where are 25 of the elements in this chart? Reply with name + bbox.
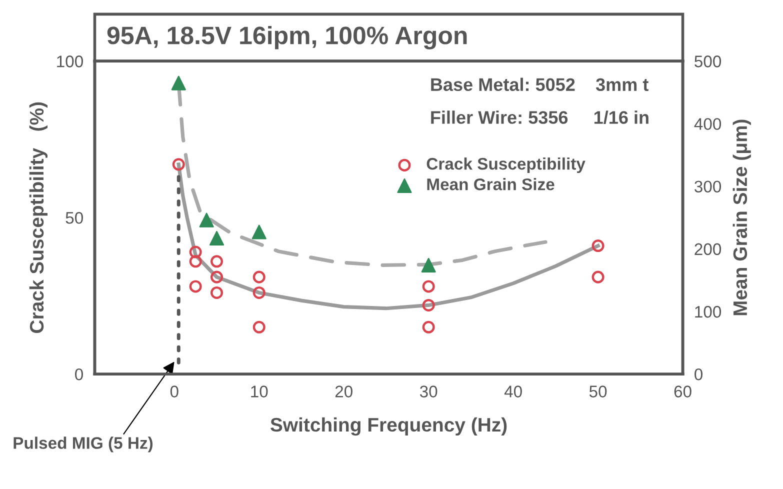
legend-label: Mean Grain Size xyxy=(427,178,554,190)
annotation: Base Metal: 5052 3mm t xyxy=(431,78,648,92)
annotation: Pulsed MIG (5 Hz) xyxy=(14,436,153,452)
x-axis-title: Switching Frequency (Hz) xyxy=(270,417,507,436)
x-tick-label: 40 xyxy=(504,386,522,398)
y-tick-label: 100 xyxy=(57,56,83,68)
y-axis-title: Crack Susceptibility (%) xyxy=(29,102,48,333)
x-tick-label: 30 xyxy=(420,386,438,398)
y2-axis-title: Mean Grain Size (μm) xyxy=(732,120,751,316)
y2-tick-label: 400 xyxy=(694,118,722,130)
x-tick-label: 10 xyxy=(251,386,268,398)
y2-tick-label: 300 xyxy=(694,180,722,193)
y2-tick-label: 0 xyxy=(694,368,703,380)
y-tick-label: 0 xyxy=(75,368,83,380)
y2-tick-label: 100 xyxy=(695,306,722,318)
y2-tick-label: 200 xyxy=(694,243,722,256)
y2-tick-label: 500 xyxy=(694,56,722,68)
x-tick-label: 50 xyxy=(589,386,607,398)
x-tick-label: 60 xyxy=(674,386,692,398)
annotation: Filler Wire: 5356 1/16 in xyxy=(431,110,648,124)
x-tick-label: 20 xyxy=(335,386,352,398)
x-tick-label: 0 xyxy=(170,386,178,398)
legend-label: Crack Susceptibility xyxy=(426,157,586,174)
chart-title: 95A, 18.5V 16ipm, 100% Argon xyxy=(107,26,467,50)
y-tick-label: 50 xyxy=(66,212,83,224)
